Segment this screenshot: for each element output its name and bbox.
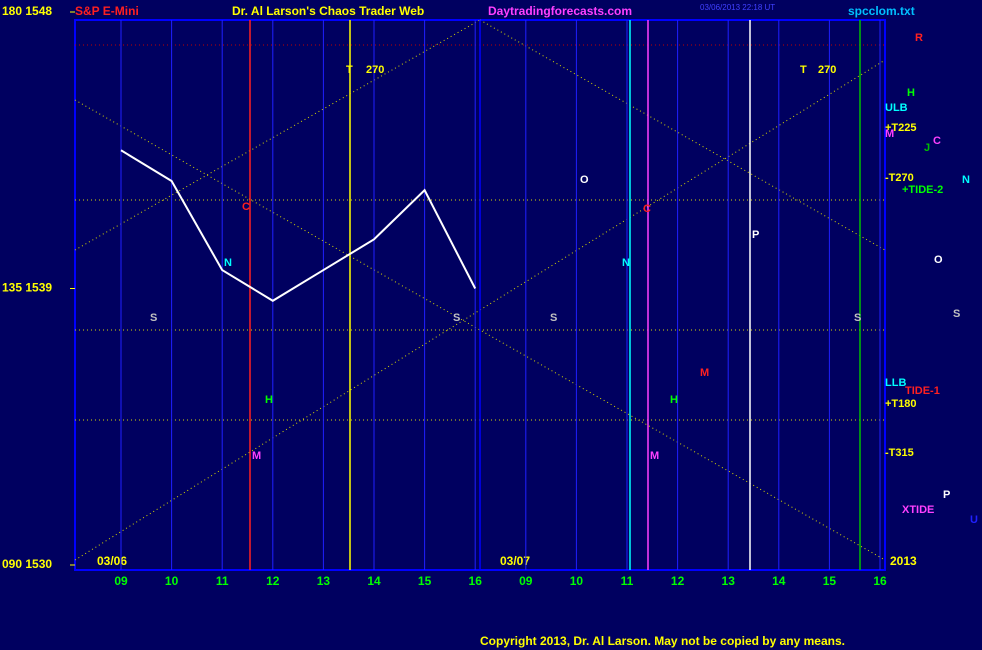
chart-title: Dr. Al Larson's Chaos Trader Web [232,4,424,18]
annotation: M [650,450,659,462]
annotation: S [453,312,460,324]
x-tick-label: 15 [418,574,432,588]
x-tick-label: 16 [873,574,887,588]
annotation: O [934,254,943,266]
annotation: +T180 [885,398,917,410]
date-label: 03/06 [97,554,127,568]
subtitle: S&P E-Mini [75,4,139,18]
file-name: spcclom.txt [848,4,915,18]
date-label: 03/07 [500,554,530,568]
annotation: H [670,394,678,406]
x-tick-label: 09 [519,574,533,588]
annotation: M [252,450,261,462]
x-tick-label: 09 [114,574,128,588]
annotation: ULB [885,102,908,114]
timestamp: 03/06/2013 22:18 UT [700,3,775,12]
annotation: C [643,203,651,215]
x-tick-label: 12 [266,574,280,588]
y-tick-label: 135 1539 [2,281,52,295]
annotation: 270 [366,64,384,76]
gann-line [479,19,886,251]
date-label: 2013 [890,554,917,568]
annotation: TIDE-1 [905,385,940,397]
annotation: M [885,128,894,140]
annotation: H [265,394,273,406]
annotation: -T270 [885,172,914,184]
annotation: J [924,142,930,154]
x-tick-label: 14 [367,574,381,588]
annotation: H [907,87,915,99]
annotation: -T315 [885,447,914,459]
annotation: O [580,174,589,186]
annotation: M [700,367,709,379]
annotation: S [550,312,557,324]
annotation: S [854,312,861,324]
annotation: S [150,312,157,324]
annotation: +TIDE-2 [902,184,943,196]
x-tick-label: 13 [722,574,736,588]
price-line [120,149,477,302]
site: Daytradingforecasts.com [488,4,632,18]
x-tick-label: 13 [317,574,331,588]
decor [74,19,886,570]
annotation: P [943,489,950,501]
x-tick-label: 11 [216,574,229,588]
annotation: N [224,257,232,269]
annotation: N [622,257,630,269]
annotation: C [242,201,250,213]
gann-line [74,19,481,251]
y-tick-label: 180 1548 [2,4,52,18]
x-tick-label: 12 [671,574,685,588]
annotation: S [953,308,960,320]
annotation: C [933,135,941,147]
annotation: 270 [818,64,836,76]
annotation: N [962,174,970,186]
copyright: Copyright 2013, Dr. Al Larson. May not b… [480,634,845,648]
annotation: T [800,64,807,76]
annotation: +T225 [885,122,917,134]
y-tick-label: 090 1530 [2,557,52,571]
annotation: XTIDE [902,504,934,516]
x-tick-label: 16 [469,574,483,588]
annotation: R [915,32,923,44]
x-tick-label: 15 [823,574,837,588]
x-tick-label: 11 [621,574,634,588]
annotation: P [752,229,759,241]
annotation: U [970,514,978,526]
x-tick-label: 10 [570,574,584,588]
x-tick-label: 10 [165,574,179,588]
annotation: T [346,64,353,76]
annotation: LLB [885,377,906,389]
x-tick-label: 14 [772,574,786,588]
